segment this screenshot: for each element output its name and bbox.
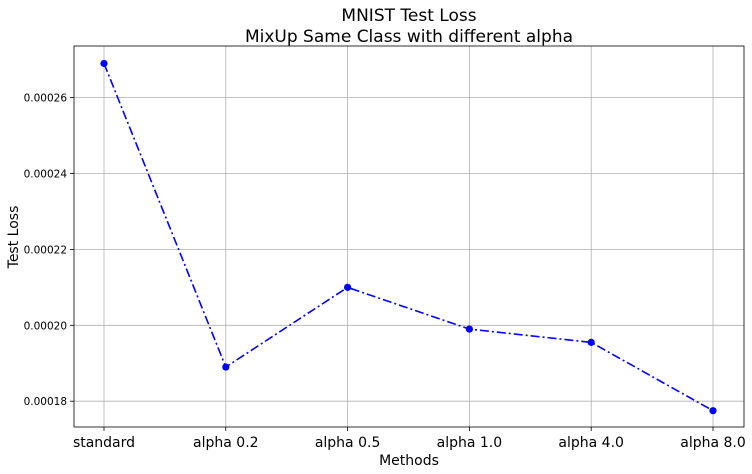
data-point-marker bbox=[344, 283, 352, 291]
grid-lines bbox=[74, 46, 744, 427]
axis-ticks: standard alpha 0.2 alpha 0.5 alpha 1.0 alpha… bbox=[24, 93, 746, 451]
y-tick-label: 0.00026 bbox=[24, 93, 68, 105]
x-tick-label: alpha 4.0 bbox=[558, 435, 624, 451]
y-tick-label: 0.00018 bbox=[24, 396, 67, 408]
y-tick-label: 0.00022 bbox=[24, 244, 67, 256]
chart-title: MNIST Test Loss bbox=[341, 6, 476, 26]
x-axis-label: Methods bbox=[379, 453, 439, 469]
x-tick-label: standard bbox=[73, 435, 135, 451]
chart-subtitle: MixUp Same Class with different alpha bbox=[245, 27, 573, 47]
y-axis-label: Test Loss bbox=[6, 206, 22, 270]
data-point-marker bbox=[709, 407, 717, 415]
plot-area-frame bbox=[73, 45, 745, 428]
x-tick-label: alpha 0.5 bbox=[315, 435, 381, 451]
y-tick-label: 0.00024 bbox=[24, 169, 68, 181]
data-point-marker bbox=[587, 338, 595, 346]
data-point-marker bbox=[222, 363, 230, 371]
series-line bbox=[103, 63, 714, 412]
x-tick-label: alpha 8.0 bbox=[680, 435, 746, 451]
x-tick-label: alpha 1.0 bbox=[437, 435, 503, 451]
y-tick-label: 0.00020 bbox=[24, 320, 67, 332]
series-layer bbox=[100, 59, 717, 415]
x-tick-label: alpha 0.2 bbox=[193, 435, 259, 451]
data-point-marker bbox=[465, 325, 473, 333]
data-point-marker bbox=[100, 59, 108, 68]
